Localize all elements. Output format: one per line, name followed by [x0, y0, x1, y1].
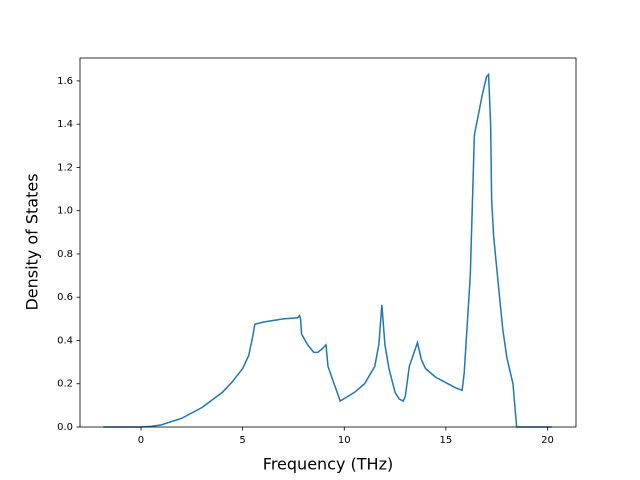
data-line [103, 72, 552, 428]
x-tick-label: 10 [338, 435, 351, 446]
x-axis-label: Frequency (THz) [263, 455, 393, 474]
y-tick-label: 1.0 [57, 206, 73, 217]
plot-frame [79, 57, 577, 428]
x-tick-label: 5 [239, 435, 245, 446]
y-axis-label: Density of States [23, 173, 42, 310]
y-tick-label: 1.6 [57, 76, 73, 87]
x-tick-label: 20 [541, 435, 554, 446]
y-tick-label: 0.2 [57, 379, 73, 390]
y-tick-label: 1.2 [57, 162, 73, 173]
y-tick-label: 1.4 [57, 119, 73, 130]
y-tick-label: 0.4 [57, 335, 73, 346]
x-tick-label: 0 [138, 435, 144, 446]
y-tick-label: 0.6 [57, 292, 73, 303]
y-tick-label: 0.0 [57, 422, 73, 433]
y-tick-label: 0.8 [57, 249, 73, 260]
x-tick-label: 15 [440, 435, 453, 446]
